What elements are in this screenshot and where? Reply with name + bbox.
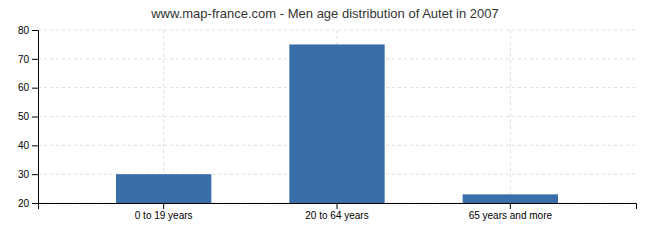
chart: www.map-france.com - Men age distributio… <box>0 0 650 229</box>
tick-label: 30 <box>18 169 30 180</box>
title: www.map-france.com - Men age distributio… <box>150 6 499 21</box>
tick-label: 80 <box>18 25 30 36</box>
tick-label: 20 <box>18 198 30 209</box>
bars <box>116 44 558 203</box>
x-axis: 0 to 19 years 20 to 64 years 65 years and … <box>39 203 637 221</box>
tick-label: 0 to 19 years <box>135 210 193 221</box>
tick-mark <box>32 30 38 31</box>
tick-label: 60 <box>18 82 30 93</box>
grid-line <box>510 30 511 203</box>
tick: 70 <box>18 54 38 65</box>
tick: 50 <box>18 111 38 122</box>
tick: 20 to 64 years <box>305 203 368 221</box>
tick: 0 to 19 years <box>135 203 193 221</box>
tick-mark <box>163 203 164 209</box>
tick: 65 years and more <box>469 203 553 221</box>
grid <box>38 30 636 203</box>
tick-mark <box>32 59 38 60</box>
tick-label: 70 <box>18 54 30 65</box>
tick: 20 <box>18 198 38 209</box>
tick-label: 50 <box>18 111 30 122</box>
tick-mark <box>510 203 511 209</box>
tick-mark <box>337 203 338 209</box>
tick: 80 <box>18 25 38 36</box>
tick: 60 <box>18 82 38 93</box>
tick-mark <box>32 88 38 89</box>
tick-label: 65 years and more <box>469 210 553 221</box>
axis-line <box>39 204 637 210</box>
tick-mark <box>32 203 38 204</box>
axis-line <box>32 31 39 204</box>
tick-mark <box>32 117 38 118</box>
plot: 20 30 40 50 60 70 80 0 to 19 years 20 to 64 year… <box>18 25 637 221</box>
tick: 40 <box>18 140 38 151</box>
bar <box>463 194 558 203</box>
bar <box>289 44 384 203</box>
tick-label: 40 <box>18 140 30 151</box>
tick-label: 20 to 64 years <box>305 210 368 221</box>
y-axis: 20 30 40 50 60 70 80 <box>18 25 39 209</box>
tick-mark <box>32 145 38 146</box>
tick-mark <box>32 174 38 175</box>
tick: 30 <box>18 169 38 180</box>
bar <box>116 174 211 203</box>
